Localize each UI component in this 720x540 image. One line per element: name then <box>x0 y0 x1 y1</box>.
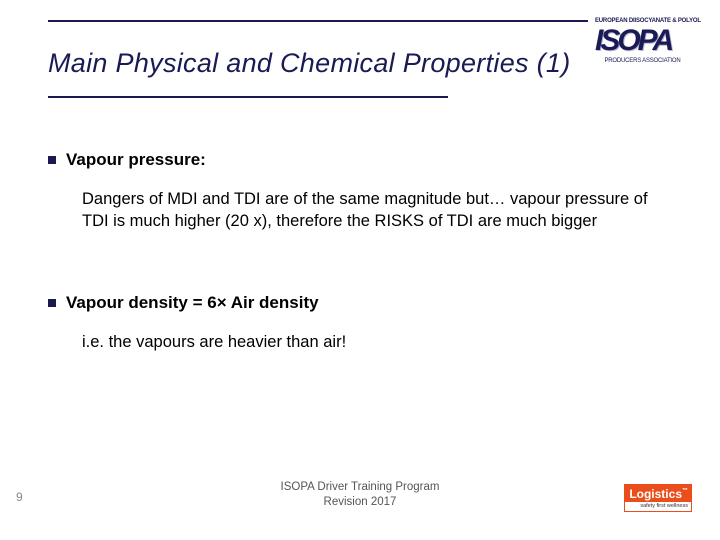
logistics-logo: Logistics™ safety first wellness <box>624 484 692 513</box>
bullet-square-icon <box>48 299 56 307</box>
slide: EUROPEAN DIISOCYANATE & POLYOL ISOPA ISO… <box>0 0 720 540</box>
isopa-logo-main: ISOPA ISOPA <box>595 26 690 60</box>
bullet-body: i.e. the vapours are heavier than air! <box>82 331 668 353</box>
bullet-heading: Vapour pressure: <box>66 150 206 170</box>
top-rule <box>48 20 588 22</box>
footer-line1: ISOPA Driver Training Program <box>281 481 440 493</box>
page-title: Main Physical and Chemical Properties (1… <box>48 48 608 79</box>
isopa-logo: EUROPEAN DIISOCYANATE & POLYOL ISOPA ISO… <box>595 18 690 76</box>
title-underline <box>48 96 448 98</box>
logistics-logo-main: Logistics™ <box>624 484 692 502</box>
bullet-heading: Vapour density = 6× Air density <box>66 293 319 313</box>
content-area: Vapour pressure: Dangers of MDI and TDI … <box>48 150 668 353</box>
bullet-body: Dangers of MDI and TDI are of the same m… <box>82 188 668 233</box>
bullet-square-icon <box>48 156 56 164</box>
bullet-vapour-pressure: Vapour pressure: <box>48 150 668 170</box>
logistics-logo-text: Logistics <box>629 487 682 501</box>
footer-program: ISOPA Driver Training Program Revision 2… <box>0 480 720 510</box>
logistics-logo-sub: safety first wellness <box>624 502 692 513</box>
logistics-logo-tm: ™ <box>682 488 688 494</box>
bullet-vapour-density: Vapour density = 6× Air density <box>48 293 668 313</box>
footer-line2: Revision 2017 <box>324 496 397 508</box>
isopa-logo-text: ISOPA <box>595 26 671 56</box>
